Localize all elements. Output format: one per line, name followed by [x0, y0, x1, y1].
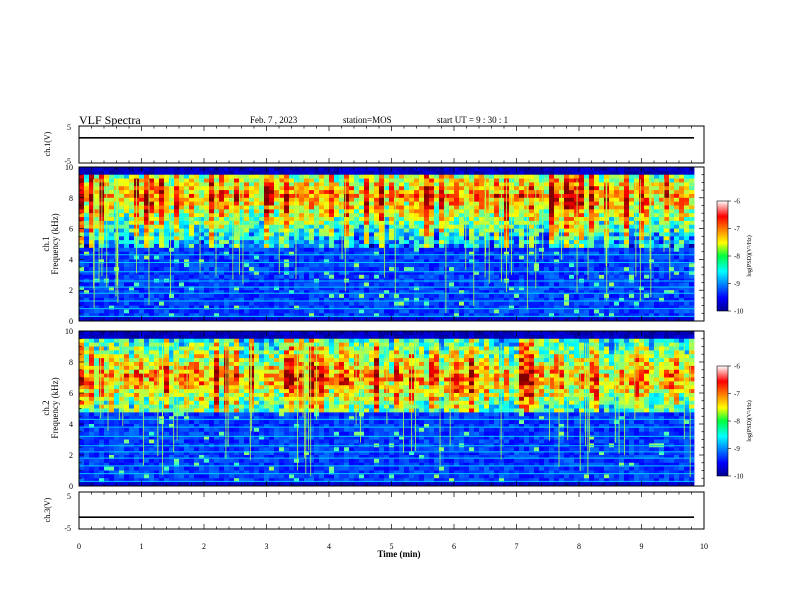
x-tick-label: 5 — [390, 542, 394, 551]
ch3-waveform-panel: 5 -5 ch.3(V) — [43, 491, 705, 533]
ch3-waveform-ylabel: ch.3(V) — [43, 497, 52, 522]
frequency-tick-label: 2 — [69, 286, 73, 295]
colorbar-tick-label: -6 — [734, 363, 740, 371]
chart-title: VLF Spectra — [79, 113, 141, 127]
frequency-tick-label: 10 — [65, 327, 73, 336]
ch2-spectrogram-ticks — [78, 330, 705, 487]
time-axis-label: Time (min) — [377, 549, 420, 559]
time-axis-tick-labels: 0 1 2 3 4 5 6 7 8 9 10 — [77, 542, 708, 551]
ch3-waveform-frame — [78, 491, 705, 530]
ch1-channel-label: ch.1 — [41, 236, 51, 251]
ch2-colorbar — [716, 365, 729, 477]
colorbar-tick-label: -10 — [734, 473, 744, 481]
frequency-tick-label: 8 — [69, 194, 73, 203]
ch1-frequency-tick-labels: 0 2 4 6 8 10 — [65, 163, 73, 326]
x-tick-label: 7 — [515, 542, 519, 551]
colorbar-tick-label: -7 — [734, 225, 740, 233]
ch1-ytick-top: 5 — [67, 123, 71, 132]
x-tick-label: 0 — [77, 542, 81, 551]
frequency-tick-label: 0 — [69, 317, 73, 326]
frequency-tick-label: 2 — [69, 451, 73, 460]
ch2-channel-label: ch.2 — [41, 400, 51, 415]
frequency-tick-label: 10 — [65, 163, 73, 172]
ch1-waveform-frame — [78, 125, 705, 164]
ch1-waveform-ylabel: ch.1(V) — [43, 131, 52, 156]
colorbar-tick-label: -9 — [734, 445, 740, 453]
frequency-tick-label: 4 — [69, 420, 73, 429]
ch1-spectrogram-ticks — [78, 166, 705, 322]
frequency-tick-label: 8 — [69, 358, 73, 367]
colorbar-tick-label: -6 — [734, 198, 740, 206]
ch1-colorbar-ticks: -6 -7 -8 -9 -10 — [728, 198, 744, 316]
ch1-spectrogram-panel: 0 2 4 6 8 10 ch.1 Frequency (kHz) -6 -7 -8 -9 -10… — [41, 163, 753, 326]
ch2-frequency-axis-label: Frequency (kHz) — [50, 377, 60, 438]
colorbar-tick-label: -8 — [734, 418, 740, 426]
ch2-colorbar-ticks: -6 -7 -8 -9 -10 — [728, 363, 744, 481]
x-tick-label: 6 — [452, 542, 456, 551]
frequency-tick-label: 0 — [69, 482, 73, 491]
x-tick-label: 3 — [265, 542, 269, 551]
colorbar-tick-label: -7 — [734, 390, 740, 398]
x-tick-label: 9 — [640, 542, 644, 551]
ch1-colorbar — [716, 200, 729, 312]
colorbar-tick-label: -10 — [734, 308, 744, 316]
station-label: station=MOS — [343, 115, 392, 125]
start-time-label: start UT = 9 : 30 : 1 — [437, 115, 509, 125]
ch2-spectrogram-panel: 0 2 4 6 8 10 ch.2 Frequency (kHz) -6 -7 -8 -9 -10… — [41, 327, 753, 491]
ch3-ytick-top: 5 — [67, 492, 71, 501]
ch1-ytick-bottom: -5 — [64, 157, 71, 166]
ch1-spectrogram-image — [79, 167, 695, 322]
ch2-frequency-tick-labels: 0 2 4 6 8 10 — [65, 327, 73, 491]
ch1-frequency-axis-label: Frequency (kHz) — [50, 213, 60, 274]
ch1-colorbar-label: log(PSD)(V²/Hz) — [746, 235, 753, 276]
frequency-tick-label: 6 — [69, 389, 73, 398]
frequency-tick-label: 6 — [69, 225, 73, 234]
ch1-waveform-panel: 5 -5 ch.1(V) — [43, 123, 705, 166]
ch3-ytick-bottom: -5 — [64, 524, 71, 533]
observation-date: Feb. 7 , 2023 — [250, 115, 298, 125]
frequency-tick-label: 4 — [69, 255, 73, 264]
ch1-waveform-ticks — [78, 126, 705, 163]
x-tick-label: 4 — [327, 542, 331, 551]
x-tick-label: 1 — [140, 542, 144, 551]
colorbar-tick-label: -8 — [734, 253, 740, 261]
colorbar-tick-label: -9 — [734, 280, 740, 288]
ch2-colorbar-label: log(PSD)(V²/Hz) — [746, 400, 753, 441]
x-tick-label: 8 — [577, 542, 581, 551]
ch3-waveform-ticks — [78, 492, 705, 529]
x-tick-label: 2 — [202, 542, 206, 551]
ch2-spectrogram-image — [79, 331, 695, 487]
x-tick-label: 10 — [700, 542, 708, 551]
